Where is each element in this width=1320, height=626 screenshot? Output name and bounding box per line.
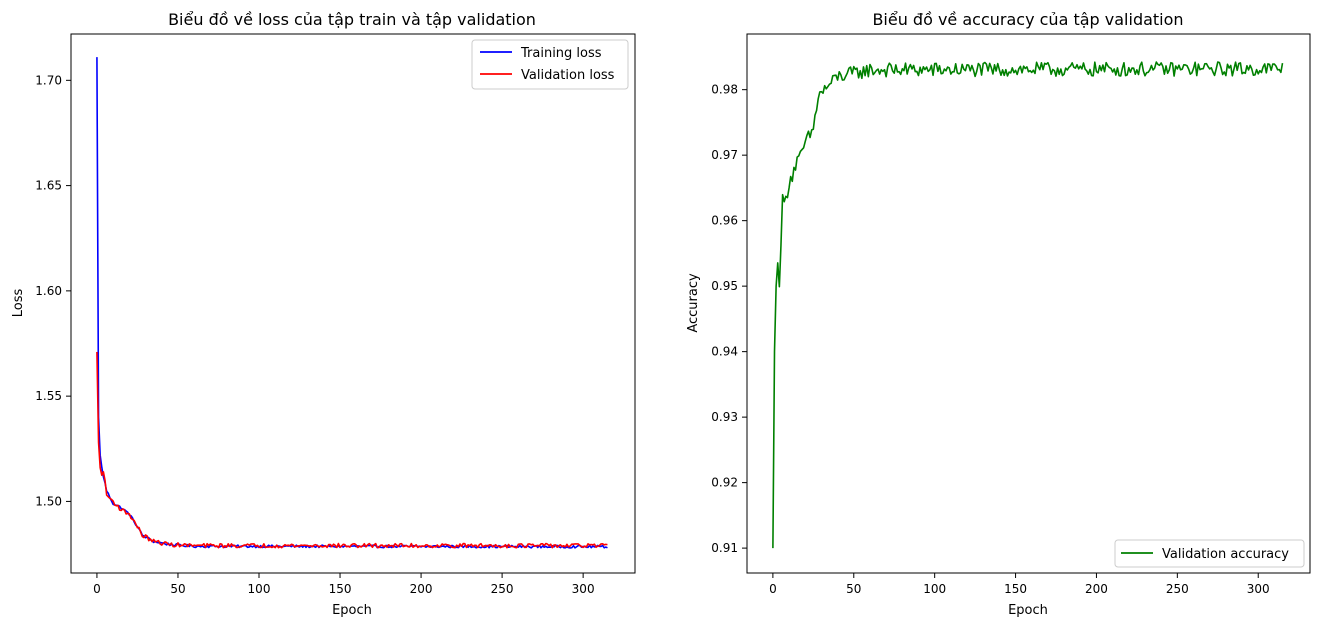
loss-chart: Biểu đồ về loss của tập train và tập val… [11, 10, 636, 618]
x-tick-label: 150 [329, 582, 352, 596]
x-tick-label: 200 [410, 582, 433, 596]
loss-y-axis-label: Loss [11, 289, 26, 318]
x-tick-label: 250 [1166, 582, 1189, 596]
x-tick-label: 250 [491, 582, 514, 596]
x-tick-label: 200 [1085, 582, 1108, 596]
y-tick-label: 0.91 [711, 541, 738, 555]
loss-x-ticks: 0 50 100 150 200 250 300 [93, 573, 595, 596]
y-tick-label: 0.96 [711, 214, 738, 228]
x-tick-label: 300 [572, 582, 595, 596]
y-tick-label: 0.97 [711, 148, 738, 162]
accuracy-plot-area [772, 61, 1284, 549]
loss-axes-frame [70, 33, 636, 574]
accuracy-legend-box [1114, 539, 1305, 568]
y-tick-label: 1.65 [35, 179, 62, 193]
accuracy-y-axis-label: Accuracy [686, 273, 701, 333]
y-tick-label: 0.95 [711, 279, 738, 293]
y-tick-label: 0.94 [711, 345, 738, 359]
y-tick-label: 0.92 [711, 476, 738, 490]
x-tick-label: 0 [769, 582, 777, 596]
y-tick-label: 0.98 [711, 83, 738, 97]
x-tick-label: 150 [1004, 582, 1027, 596]
x-tick-label: 0 [93, 582, 101, 596]
accuracy-axes-frame [746, 33, 1311, 574]
x-tick-label: 100 [923, 582, 946, 596]
accuracy-chart-title: Biểu đồ về accuracy của tập validation [872, 10, 1183, 29]
y-tick-label: 0.93 [711, 410, 738, 424]
legend-label-validation-accuracy: Validation accuracy [1162, 547, 1289, 562]
loss-legend: Training loss Validation loss [471, 39, 629, 90]
x-tick-label: 50 [170, 582, 185, 596]
accuracy-x-axis-label: Epoch [1008, 603, 1048, 618]
accuracy-legend: Validation accuracy [1114, 539, 1305, 568]
y-tick-label: 1.55 [35, 389, 62, 403]
loss-y-ticks: 1.50 1.55 1.60 1.65 1.70 [35, 73, 71, 508]
series-line-validation-loss [96, 351, 608, 549]
y-tick-label: 1.50 [35, 494, 62, 508]
loss-x-axis-label: Epoch [332, 603, 372, 618]
series-line-training-loss [96, 57, 608, 549]
x-tick-label: 100 [248, 582, 271, 596]
loss-plot-area [96, 57, 608, 549]
y-tick-label: 1.60 [35, 284, 62, 298]
series-line-validation-accuracy [772, 61, 1284, 549]
y-tick-label: 1.70 [35, 73, 62, 87]
loss-chart-title: Biểu đồ về loss của tập train và tập val… [168, 10, 536, 29]
accuracy-y-ticks: 0.91 0.92 0.93 0.94 0.95 0.96 0.97 0.98 [711, 83, 747, 555]
legend-label-training-loss: Training loss [520, 46, 602, 61]
legend-label-validation-loss: Validation loss [521, 68, 615, 83]
x-tick-label: 50 [846, 582, 861, 596]
accuracy-x-ticks: 0 50 100 150 200 250 300 [769, 573, 1270, 596]
accuracy-chart: Biểu đồ về accuracy của tập validation 0… [686, 10, 1311, 618]
x-tick-label: 300 [1247, 582, 1270, 596]
